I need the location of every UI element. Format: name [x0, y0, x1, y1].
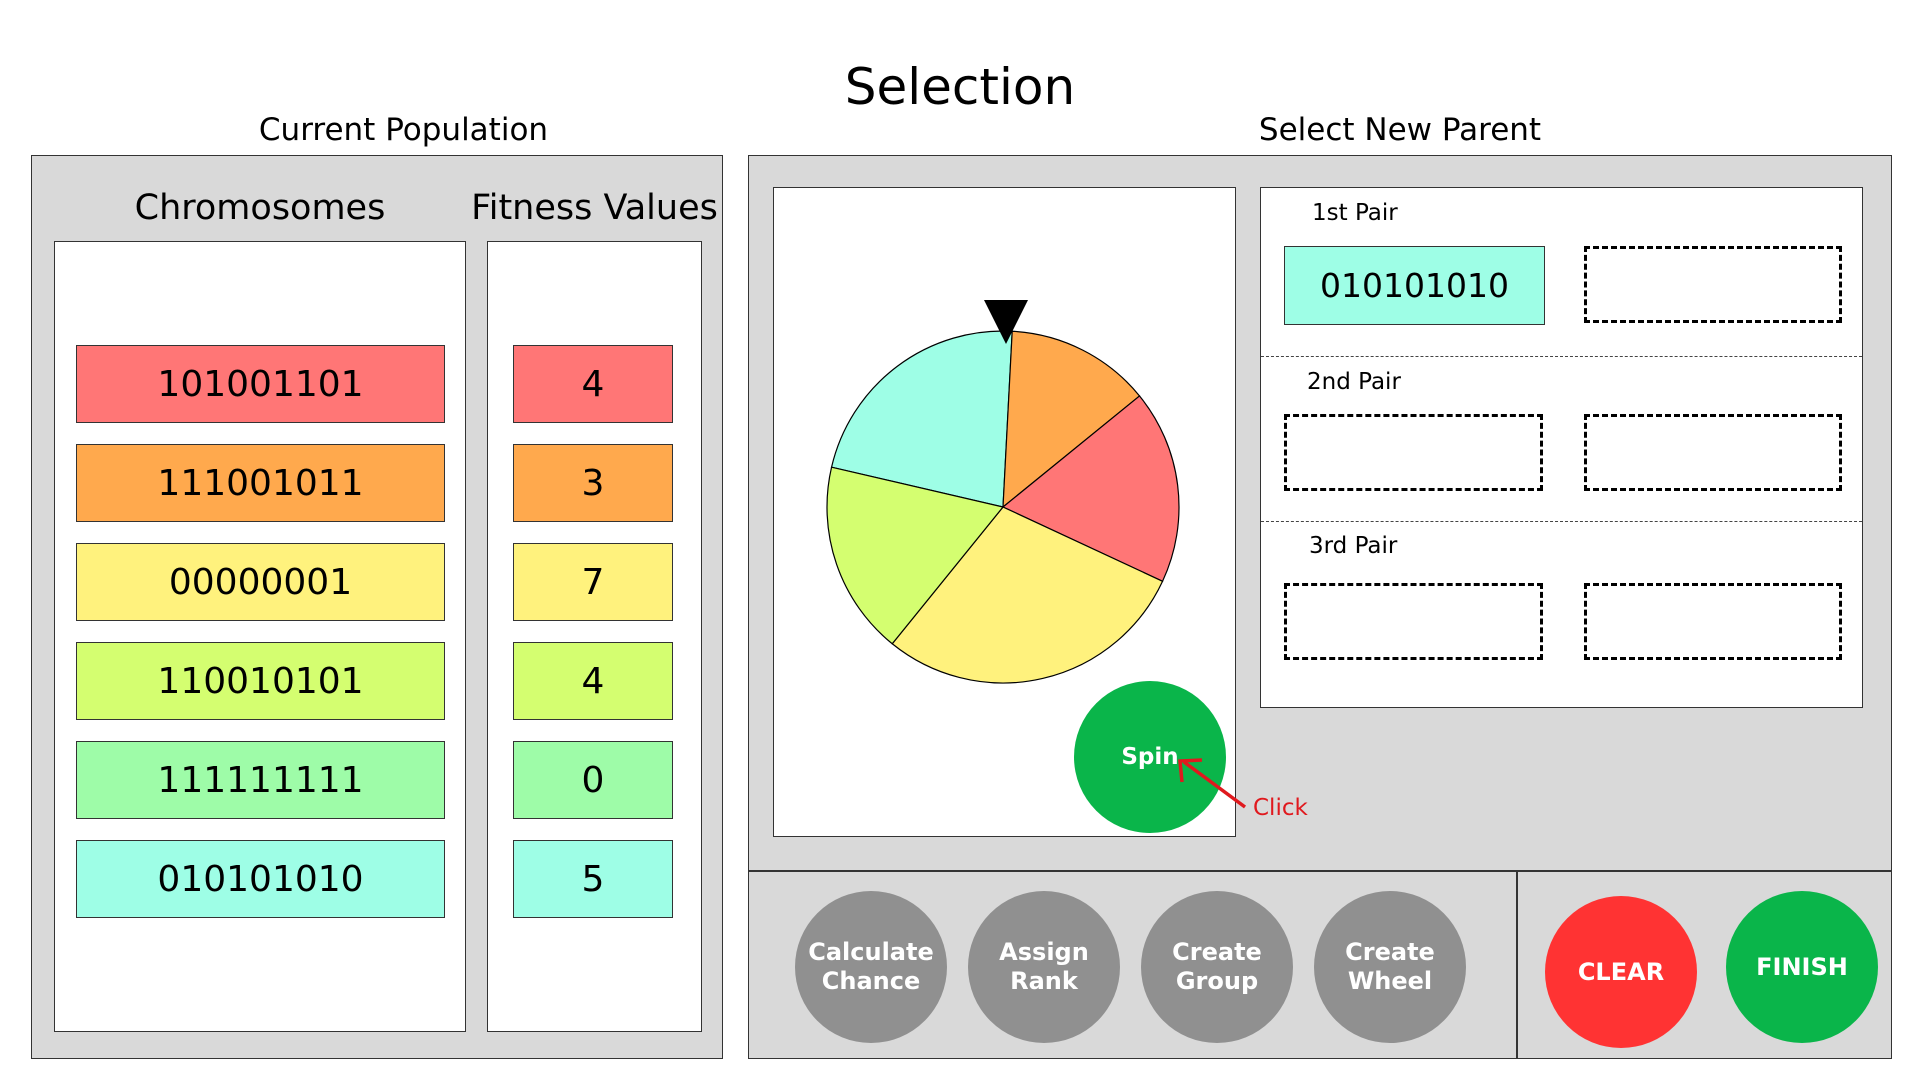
- page-title: Selection: [844, 58, 1076, 116]
- current-population-title: Current Population: [258, 112, 549, 148]
- fitness-value: 4: [581, 660, 605, 702]
- triangle-down-icon: [984, 300, 1028, 344]
- pair-divider: [1261, 356, 1862, 357]
- chromosome-value: 111111111: [157, 759, 364, 801]
- pair-label: 3rd Pair: [1309, 533, 1398, 559]
- fitness-value: 3: [581, 462, 605, 504]
- wheel-slices: [826, 330, 1180, 684]
- calculate-chance-button[interactable]: Calculate Chance: [795, 891, 947, 1043]
- fitness-cell: 0: [513, 741, 673, 819]
- chromosome-cell[interactable]: 111111111: [76, 741, 445, 819]
- parent-slot-empty[interactable]: [1284, 583, 1543, 660]
- fitness-value: 7: [581, 561, 605, 603]
- assign-rank-button[interactable]: Assign Rank: [968, 891, 1120, 1043]
- fitness-value: 5: [581, 858, 605, 900]
- pair-divider: [1261, 521, 1862, 522]
- arrow-pointer-icon: [1178, 758, 1247, 809]
- parent-slot-value: 010101010: [1320, 266, 1509, 305]
- parent-slot-empty[interactable]: [1584, 246, 1842, 323]
- fitness-value: 4: [581, 363, 605, 405]
- wheel-slice: [826, 466, 1005, 645]
- fitness-value: 0: [581, 759, 605, 801]
- wheel-slice: [830, 330, 1013, 508]
- select-new-parent-title: Select New Parent: [1258, 112, 1542, 148]
- parent-slot-empty[interactable]: [1584, 583, 1842, 660]
- chromosome-value: 111001011: [157, 462, 364, 504]
- chromosome-cell[interactable]: 101001101: [76, 345, 445, 423]
- fitness-cell: 3: [513, 444, 673, 522]
- chromosome-cell[interactable]: 110010101: [76, 642, 445, 720]
- roulette-wheel: [826, 300, 1180, 684]
- chromosome-value: 010101010: [157, 858, 364, 900]
- spin-button[interactable]: Spin: [1074, 681, 1226, 833]
- pair-label: 2nd Pair: [1307, 369, 1401, 395]
- click-annotation: Click: [1253, 795, 1308, 821]
- chromosome-cell[interactable]: 010101010: [76, 840, 445, 918]
- wheel-slice: [1001, 395, 1180, 583]
- clear-button[interactable]: CLEAR: [1545, 896, 1697, 1048]
- create-wheel-button[interactable]: Create Wheel: [1314, 891, 1466, 1043]
- wheel-slice: [891, 506, 1164, 684]
- parent-slot-empty[interactable]: [1584, 414, 1842, 491]
- chromosome-value: 00000001: [168, 561, 353, 603]
- create-group-button[interactable]: Create Group: [1141, 891, 1293, 1043]
- pair-label: 1st Pair: [1312, 200, 1398, 226]
- chromosome-cell[interactable]: 111001011: [76, 444, 445, 522]
- fitness-cell: 7: [513, 543, 673, 621]
- chromosome-value: 110010101: [157, 660, 364, 702]
- parent-slot-empty[interactable]: [1284, 414, 1543, 491]
- chromosomes-header: Chromosomes: [134, 188, 386, 228]
- finish-button[interactable]: FINISH: [1726, 891, 1878, 1043]
- fitness-values-header: Fitness Values: [471, 188, 718, 228]
- chromosome-cell[interactable]: 00000001: [76, 543, 445, 621]
- parent-slot-filled[interactable]: 010101010: [1284, 246, 1545, 325]
- fitness-cell: 4: [513, 345, 673, 423]
- fitness-cell: 4: [513, 642, 673, 720]
- wheel-slice: [1002, 330, 1141, 509]
- chromosome-value: 101001101: [157, 363, 364, 405]
- fitness-cell: 5: [513, 840, 673, 918]
